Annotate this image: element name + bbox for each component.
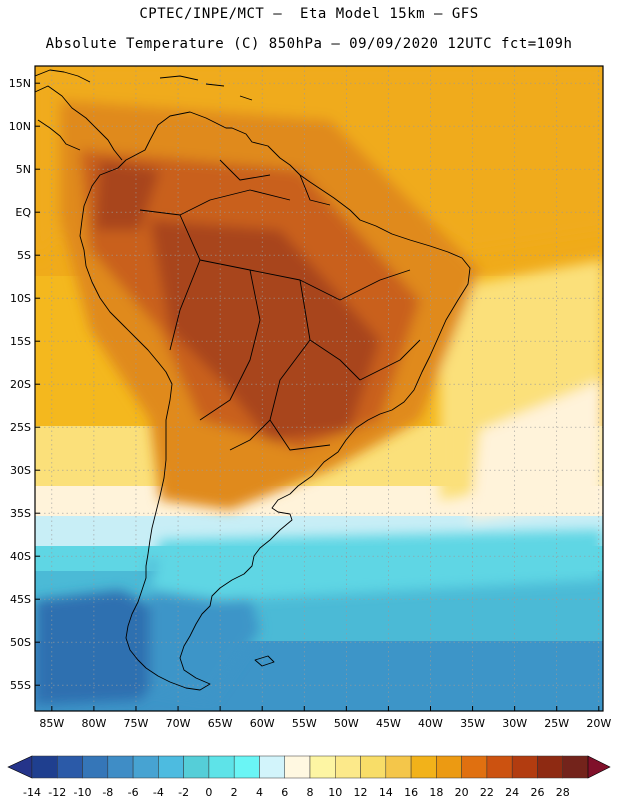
longitude-labels: 85W 80W 75W 70W 65W 60W 55W 50W 45W 40W 35W 30W 25W 2…: [39, 706, 611, 730]
colorbar-swatch: [183, 755, 210, 779]
temperature-field: [35, 66, 603, 711]
colorbar-swatch: [335, 755, 361, 779]
colorbar-swatch: [436, 755, 462, 779]
colorbar-swatch: [537, 755, 563, 779]
latitude-label: 40S: [10, 550, 31, 563]
latitude-label: 5N: [16, 163, 31, 176]
colorbar-label: 22: [480, 786, 494, 799]
colorbar-swatch: [562, 755, 589, 779]
latitude-label: 5S: [17, 249, 31, 262]
colorbar-swatch: [410, 755, 437, 779]
longitude-label: 55W: [292, 717, 317, 730]
colorbar-label: 20: [455, 786, 469, 799]
colorbar-swatch: [57, 755, 83, 779]
longitude-label: 80W: [81, 717, 106, 730]
longitude-label: 40W: [418, 717, 443, 730]
longitude-label: 60W: [250, 717, 275, 730]
latitude-label: 50S: [10, 636, 31, 649]
latitude-label: 30S: [10, 464, 31, 477]
longitude-label: 35W: [460, 717, 485, 730]
latitude-label: 10S: [10, 292, 31, 305]
colorbar-label: 18: [429, 786, 443, 799]
latitude-label: 45S: [10, 593, 31, 606]
colorbar-label: 10: [328, 786, 342, 799]
colorbar-swatch: [107, 755, 134, 779]
colorbar-swatch: [82, 755, 109, 779]
graticule: [35, 66, 603, 711]
colorbar-label: 16: [404, 786, 418, 799]
longitude-label: 85W: [39, 717, 64, 730]
colorbar-swatch: [259, 755, 285, 779]
colorbar-swatch: [461, 755, 488, 779]
longitude-label: 70W: [166, 717, 191, 730]
colorbar-low-arrow: [7, 755, 33, 779]
colorbar-swatch: [158, 755, 184, 779]
colorbar-swatch: [486, 755, 513, 779]
colorbar-label: 14: [379, 786, 393, 799]
colorbar-label: 26: [530, 786, 544, 799]
colorbar-label: 6: [281, 786, 288, 799]
colorbar-label: 2: [231, 786, 238, 799]
latitude-label: 15S: [10, 335, 31, 348]
latitude-label: 55S: [10, 679, 31, 692]
latitude-labels: 15N 10N 5N EQ 5S 10S 15S 20S 25S 30S 35S 40S 45S 50S 5…: [9, 77, 40, 692]
colorbar-swatch: [132, 755, 159, 779]
colorbar-swatch: [360, 755, 387, 779]
colorbar-swatch: [309, 755, 336, 779]
longitude-label: 75W: [124, 717, 149, 730]
longitude-label: 65W: [208, 717, 233, 730]
colorbar-label: -4: [153, 786, 164, 799]
colorbar-swatch: [208, 755, 235, 779]
colorbar-label: -2: [178, 786, 189, 799]
colorbar-label: -10: [74, 786, 92, 799]
chart-title-line1: CPTEC/INPE/MCT – Eta Model 15km – GFS: [139, 6, 479, 22]
longitude-label: 20W: [586, 717, 611, 730]
colorbar-label: 4: [256, 786, 263, 799]
latitude-label: 35S: [10, 507, 31, 520]
colorbar-swatch: [31, 755, 58, 779]
colorbar-label: -12: [48, 786, 66, 799]
colorbar-label: 12: [354, 786, 368, 799]
colorbar-label: -8: [102, 786, 113, 799]
latitude-label: 25S: [10, 421, 31, 434]
chart-title-line2: Absolute Temperature (C) 850hPa – 09/09/…: [45, 36, 573, 52]
colorbar-swatch: [233, 755, 260, 779]
colorbar-swatch: [385, 755, 412, 779]
longitude-label: 25W: [544, 717, 569, 730]
colorbar: -14 -12 -10 -8 -6 -4 -2 0 2 4 6 8 10 12 14 16 18 20 22 24 26…: [7, 755, 611, 799]
coastline-and-borders: [35, 69, 471, 691]
longitude-label: 50W: [334, 717, 359, 730]
colorbar-label: 0: [205, 786, 212, 799]
colorbar-swatch: [511, 755, 538, 779]
colorbar-swatch: [284, 755, 311, 779]
colorbar-high-arrow: [587, 755, 611, 779]
latitude-label: 15N: [9, 77, 31, 90]
longitude-label: 45W: [376, 717, 401, 730]
colorbar-label: -6: [128, 786, 139, 799]
colorbar-label: -14: [23, 786, 41, 799]
map-frame: [34, 65, 604, 712]
colorbar-label: 8: [307, 786, 314, 799]
latitude-label: 10N: [9, 120, 31, 133]
latitude-label: EQ: [15, 206, 31, 219]
longitude-label: 30W: [502, 717, 527, 730]
latitude-label: 20S: [10, 378, 31, 391]
colorbar-label: 28: [556, 786, 570, 799]
colorbar-label: 24: [505, 786, 519, 799]
